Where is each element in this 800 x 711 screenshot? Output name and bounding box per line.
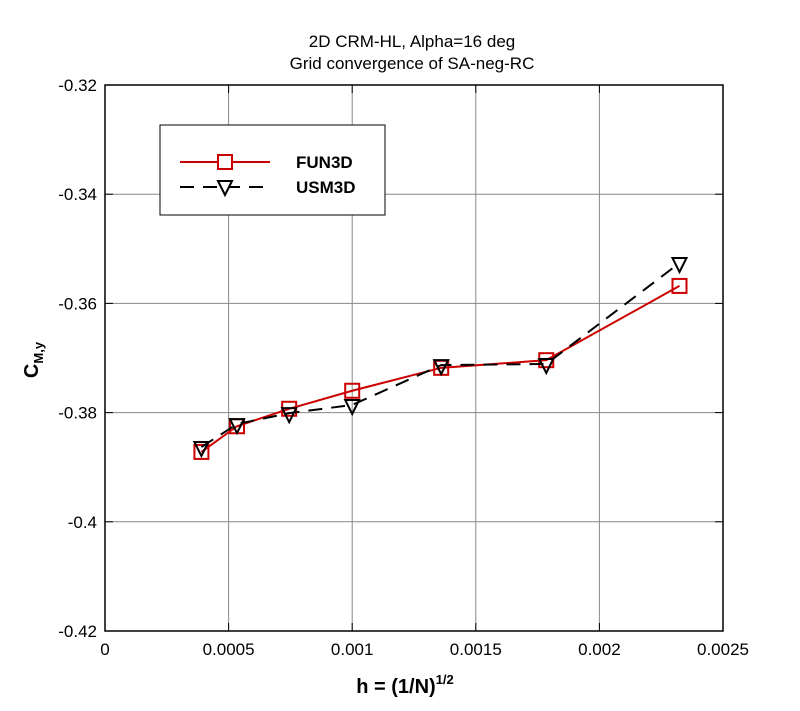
usm3d-point	[670, 256, 689, 275]
x-tick-label: 0.0015	[450, 640, 502, 659]
usm3d-point	[343, 398, 361, 417]
y-axis-label-main: C	[21, 364, 43, 378]
y-tick-label: -0.34	[58, 185, 97, 204]
legend-usm3d-marker	[216, 180, 234, 198]
x-axis-label: h = (1/N)1/2	[356, 672, 454, 698]
usm3d-point	[228, 418, 246, 436]
x-tick-label: 0.001	[331, 640, 374, 659]
usm3d-point	[432, 359, 450, 377]
legend-fun3d-marker	[217, 154, 233, 170]
legend-usm3d-label: USM3D	[296, 178, 356, 197]
usm3d-line	[200, 262, 681, 448]
x-axis-label-sup: 1/2	[436, 672, 454, 687]
legend-box	[159, 124, 386, 216]
usm3d-point	[192, 440, 211, 459]
usm3d-point	[537, 358, 555, 376]
fun3d-point	[671, 277, 688, 294]
legend-fun3d-label: FUN3D	[296, 153, 353, 172]
chart-subtitle: Grid convergence of SA-neg-RC	[290, 54, 535, 73]
x-tick-label: 0.0005	[203, 640, 255, 659]
plot-frame	[104, 84, 724, 632]
x-tick-label: 0	[100, 640, 109, 659]
y-tick-label: -0.36	[58, 294, 97, 313]
y-axis-label-sub: M,y	[31, 341, 46, 363]
y-tick-label: -0.32	[58, 76, 97, 95]
y-axis-label: CM,y	[21, 341, 46, 378]
fun3d-point	[344, 382, 361, 399]
usm3d-point	[280, 407, 298, 425]
y-tick-label: -0.4	[68, 513, 97, 532]
fun3d-line	[200, 285, 680, 453]
chart-title: 2D CRM-HL, Alpha=16 deg	[309, 32, 515, 51]
fun3d-point	[193, 443, 210, 460]
legend: FUN3D USM3D	[159, 124, 386, 216]
x-tick-label: 0.002	[578, 640, 621, 659]
x-tick-label: 0.0025	[697, 640, 749, 659]
x-axis-label-main: h = (1/N)	[356, 676, 435, 698]
y-tick-label: -0.38	[58, 404, 97, 423]
y-tick-label: -0.42	[58, 622, 97, 641]
